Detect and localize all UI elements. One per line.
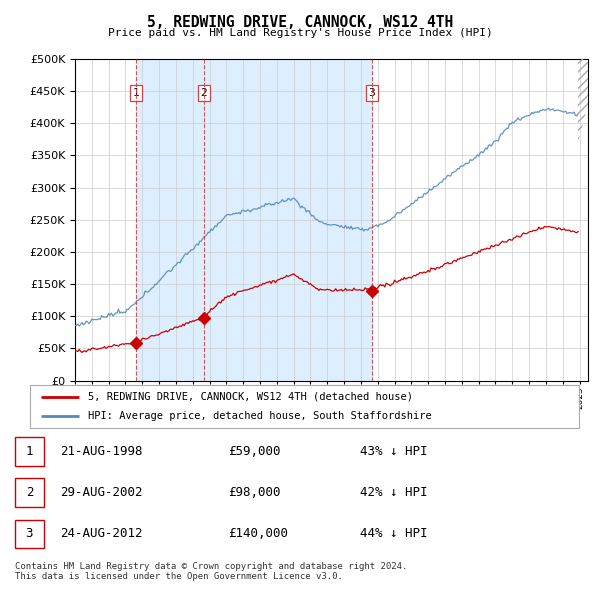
Text: 3: 3 [26, 527, 33, 540]
Text: 1: 1 [26, 445, 33, 458]
FancyBboxPatch shape [30, 385, 579, 428]
Text: £59,000: £59,000 [228, 445, 281, 458]
Text: 21-AUG-1998: 21-AUG-1998 [60, 445, 143, 458]
Text: 29-AUG-2002: 29-AUG-2002 [60, 486, 143, 499]
Text: Price paid vs. HM Land Registry's House Price Index (HPI): Price paid vs. HM Land Registry's House … [107, 28, 493, 38]
Text: Contains HM Land Registry data © Crown copyright and database right 2024.
This d: Contains HM Land Registry data © Crown c… [15, 562, 407, 581]
Text: 24-AUG-2012: 24-AUG-2012 [60, 527, 143, 540]
Text: 1: 1 [133, 88, 140, 98]
Text: HPI: Average price, detached house, South Staffordshire: HPI: Average price, detached house, Sout… [88, 411, 431, 421]
Text: 3: 3 [368, 88, 375, 98]
Text: 43% ↓ HPI: 43% ↓ HPI [360, 445, 427, 458]
Text: £140,000: £140,000 [228, 527, 288, 540]
Text: 2: 2 [200, 88, 207, 98]
Bar [136, 59, 372, 381]
Text: 2: 2 [26, 486, 33, 499]
Text: 5, REDWING DRIVE, CANNOCK, WS12 4TH (detached house): 5, REDWING DRIVE, CANNOCK, WS12 4TH (det… [88, 392, 413, 402]
Text: 5, REDWING DRIVE, CANNOCK, WS12 4TH: 5, REDWING DRIVE, CANNOCK, WS12 4TH [147, 15, 453, 30]
Bar [578, 59, 588, 381]
Text: £98,000: £98,000 [228, 486, 281, 499]
Text: 44% ↓ HPI: 44% ↓ HPI [360, 527, 427, 540]
Text: 42% ↓ HPI: 42% ↓ HPI [360, 486, 427, 499]
